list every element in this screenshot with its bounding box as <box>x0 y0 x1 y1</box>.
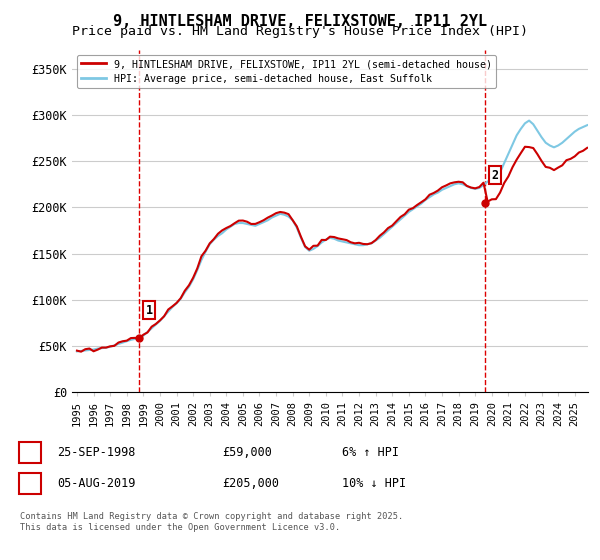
Text: 2: 2 <box>26 477 34 490</box>
Text: 6% ↑ HPI: 6% ↑ HPI <box>342 446 399 459</box>
Text: 10% ↓ HPI: 10% ↓ HPI <box>342 477 406 490</box>
Text: 1: 1 <box>26 446 34 459</box>
Text: £59,000: £59,000 <box>222 446 272 459</box>
Text: Contains HM Land Registry data © Crown copyright and database right 2025.
This d: Contains HM Land Registry data © Crown c… <box>20 512 403 532</box>
Text: 9, HINTLESHAM DRIVE, FELIXSTOWE, IP11 2YL: 9, HINTLESHAM DRIVE, FELIXSTOWE, IP11 2Y… <box>113 14 487 29</box>
Text: Price paid vs. HM Land Registry's House Price Index (HPI): Price paid vs. HM Land Registry's House … <box>72 25 528 38</box>
Text: 2: 2 <box>491 169 499 182</box>
Text: 05-AUG-2019: 05-AUG-2019 <box>57 477 136 490</box>
Text: 25-SEP-1998: 25-SEP-1998 <box>57 446 136 459</box>
Text: £205,000: £205,000 <box>222 477 279 490</box>
Legend: 9, HINTLESHAM DRIVE, FELIXSTOWE, IP11 2YL (semi-detached house), HPI: Average pr: 9, HINTLESHAM DRIVE, FELIXSTOWE, IP11 2Y… <box>77 55 496 88</box>
Text: 1: 1 <box>146 304 152 316</box>
